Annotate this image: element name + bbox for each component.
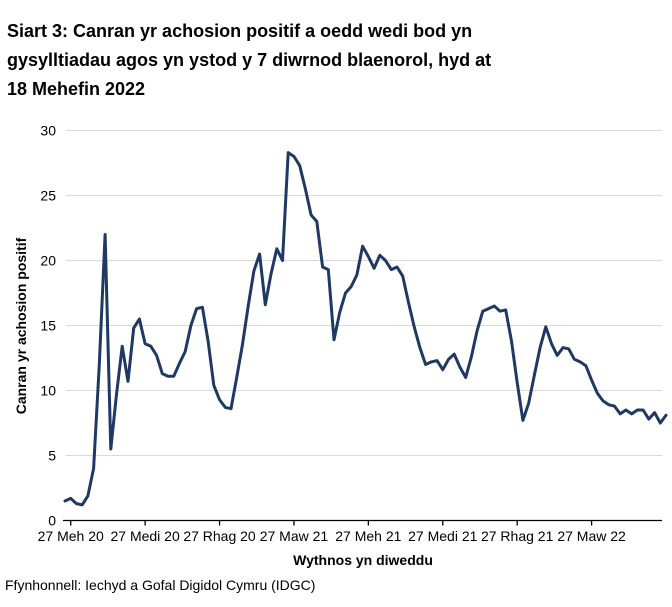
y-tick-label: 10 <box>40 383 56 399</box>
data-line <box>63 151 668 507</box>
y-tick-label: 0 <box>48 513 56 529</box>
x-tick-label: 27 Medi 21 <box>408 528 477 544</box>
source-note: Ffynhonnell: Iechyd a Gofal Digidol Cymr… <box>5 577 316 593</box>
y-tick-label: 5 <box>48 448 56 464</box>
chart-title-line-2: gysylltiadau agos yn ystod y 7 diwrnod b… <box>7 50 492 71</box>
chart-title-line-3: 18 Mehefin 2022 <box>7 79 146 100</box>
chart-title-line-1: Siart 3: Canran yr achosion positif a oe… <box>7 21 473 42</box>
x-tick-label: 27 Maw 21 <box>260 528 329 544</box>
x-tick-label: 27 Meh 20 <box>38 528 104 544</box>
x-tick-label: 27 Rhag 21 <box>481 528 554 544</box>
y-tick-label: 25 <box>40 188 56 204</box>
chart-title: Siart 3: Canran yr achosion positif a oe… <box>7 17 669 104</box>
y-tick-label: 15 <box>40 318 56 334</box>
x-tick-label: 27 Meh 21 <box>335 528 401 544</box>
x-axis-title: Wythnos yn diweddu <box>293 552 433 568</box>
x-tick-label: 27 Rhag 20 <box>183 528 256 544</box>
y-tick-label: 20 <box>40 253 56 269</box>
y-tick-label: 30 <box>40 123 56 139</box>
x-tick-label: 27 Maw 22 <box>557 528 626 544</box>
y-axis-title: Canran yr achosion positif <box>13 237 29 415</box>
x-tick-label: 27 Medi 20 <box>110 528 179 544</box>
